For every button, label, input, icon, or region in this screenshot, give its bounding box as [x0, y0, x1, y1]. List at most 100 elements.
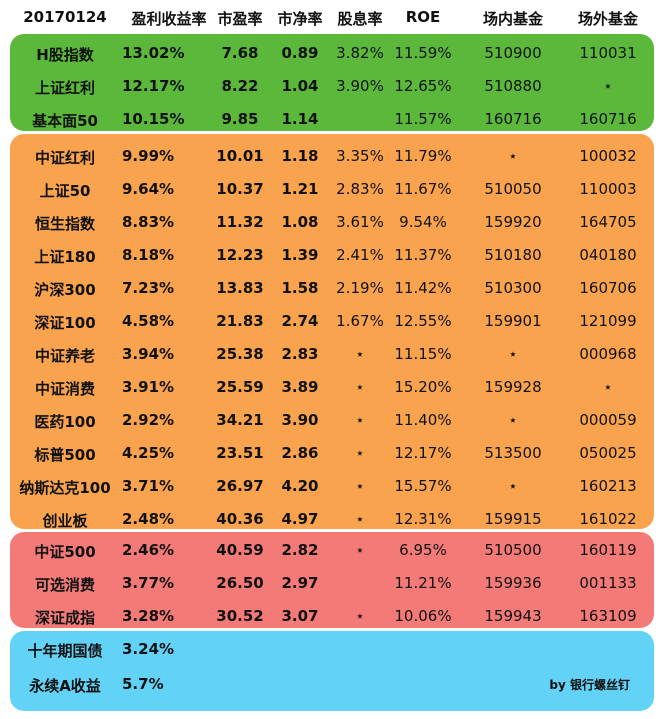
pb-cell: 2.83	[281, 345, 319, 363]
dividend-yield-cell: ⋆	[355, 444, 365, 462]
header-dividend: 股息率	[337, 10, 383, 28]
table-row: 可选消费 3.77% 26.50 2.97 11.21% 159936 001133	[10, 566, 654, 599]
table-row: 深证100 4.58% 21.83 2.74 1.67% 12.55% 159901 1210…	[10, 304, 654, 337]
index-name-cell: 中证500	[34, 543, 96, 561]
onexchange-fund-cell: ⋆	[508, 147, 518, 165]
pe-cell: 13.83	[216, 279, 264, 297]
dividend-yield-cell: 2.83%	[336, 180, 384, 198]
table-row: 创业板 2.48% 40.36 4.97 ⋆ 12.31% 159915 161022	[10, 502, 654, 535]
pb-cell: 4.20	[281, 477, 319, 495]
onexchange-fund-cell: ⋆	[508, 411, 518, 429]
earnings-yield-cell: 9.64%	[122, 180, 175, 198]
dividend-yield-cell: ⋆	[355, 607, 365, 625]
onexchange-fund-cell: 159928	[484, 378, 542, 396]
earnings-yield-cell: 8.18%	[122, 246, 175, 264]
pe-cell: 26.50	[216, 574, 264, 592]
header-pb: 市净率	[277, 10, 323, 28]
dividend-yield-cell: ⋆	[355, 541, 365, 559]
index-name-cell: 上证50	[39, 182, 91, 200]
offexchange-fund-cell: 110003	[579, 180, 637, 198]
index-name-cell: 深证成指	[34, 609, 95, 627]
earnings-yield-cell: 3.91%	[122, 378, 175, 396]
table-row: 恒生指数 8.83% 11.32 1.08 3.61% 9.54% 159920 164705	[10, 205, 654, 238]
earnings-yield-cell: 7.23%	[122, 279, 175, 297]
table-row: 中证500 2.46% 40.59 2.82 ⋆ 6.95% 510500 160119	[10, 533, 654, 566]
index-name-cell: 创业板	[42, 512, 88, 530]
index-name-cell: 沪深300	[34, 281, 96, 299]
onexchange-fund-cell: 159920	[484, 213, 542, 231]
earnings-yield-cell: 8.83%	[122, 213, 175, 231]
offexchange-fund-cell: 160716	[579, 110, 637, 128]
offexchange-fund-cell: 163109	[579, 607, 637, 625]
index-name-cell: H股指数	[36, 46, 94, 64]
pb-cell: 1.04	[281, 77, 319, 95]
pe-cell: 12.23	[216, 246, 264, 264]
dividend-yield-cell: ⋆	[355, 510, 365, 528]
table-row: 永续A收益 5.7%	[10, 667, 654, 700]
pb-cell: 2.86	[281, 444, 319, 462]
onexchange-fund-cell: ⋆	[508, 477, 518, 495]
dividend-yield-cell: 2.19%	[336, 279, 384, 297]
index-name-cell: 医药100	[34, 413, 96, 431]
index-name-cell: 标普500	[34, 446, 96, 464]
pb-cell: 2.97	[281, 574, 319, 592]
earnings-yield-cell: 13.02%	[122, 44, 185, 62]
pe-cell: 25.59	[216, 378, 264, 396]
pe-cell: 7.68	[221, 44, 259, 62]
pb-cell: 0.89	[281, 44, 319, 62]
offexchange-fund-cell: 110031	[579, 44, 637, 62]
roe-cell: 10.06%	[394, 607, 452, 625]
index-name-cell: 纳斯达克100	[19, 479, 111, 497]
roe-cell: 11.59%	[394, 44, 452, 62]
roe-cell: 9.54%	[399, 213, 447, 231]
earnings-yield-cell: 9.99%	[122, 147, 175, 165]
earnings-yield-cell: 4.58%	[122, 312, 175, 330]
table-row: 上证红利 12.17% 8.22 1.04 3.90% 12.65% 510880 ⋆	[10, 69, 654, 102]
offexchange-fund-cell: 001133	[579, 574, 637, 592]
pb-cell: 2.74	[281, 312, 319, 330]
offexchange-fund-cell: 050025	[579, 444, 637, 462]
offexchange-fund-cell: ⋆	[603, 77, 613, 95]
table-row: H股指数 13.02% 7.68 0.89 3.82% 11.59% 510900 11003…	[10, 36, 654, 69]
table-row: 标普500 4.25% 23.51 2.86 ⋆ 12.17% 513500 050025	[10, 436, 654, 469]
roe-cell: 15.20%	[394, 378, 452, 396]
blue-group: 十年期国债 3.24% 永续A收益 5.7%	[10, 631, 654, 711]
red-group: 中证500 2.46% 40.59 2.82 ⋆ 6.95% 510500 160119 可选消…	[10, 532, 654, 628]
table-row: 中证红利 9.99% 10.01 1.18 3.35% 11.79% ⋆ 100032	[10, 139, 654, 172]
index-name-cell: 上证红利	[34, 79, 95, 97]
pe-cell: 8.22	[221, 77, 259, 95]
pb-cell: 3.90	[281, 411, 319, 429]
pe-cell: 25.38	[216, 345, 264, 363]
table-row: 中证消费 3.91% 25.59 3.89 ⋆ 15.20% 159928 ⋆	[10, 370, 654, 403]
roe-cell: 12.65%	[394, 77, 452, 95]
roe-cell: 15.57%	[394, 477, 452, 495]
earnings-yield-cell: 5.7%	[122, 675, 164, 693]
pe-cell: 34.21	[216, 411, 264, 429]
pe-cell: 10.01	[216, 147, 264, 165]
dividend-yield-cell: 1.67%	[336, 312, 384, 330]
offexchange-fund-cell: 164705	[579, 213, 637, 231]
pe-cell: 26.97	[216, 477, 264, 495]
dividend-yield-cell: 3.35%	[336, 147, 384, 165]
onexchange-fund-cell: 159936	[484, 574, 542, 592]
index-name-cell: 永续A收益	[29, 677, 101, 695]
pb-cell: 4.97	[281, 510, 319, 528]
dividend-yield-cell: ⋆	[355, 378, 365, 396]
dividend-yield-cell: 3.82%	[336, 44, 384, 62]
pb-cell: 1.21	[281, 180, 319, 198]
index-name-cell: 中证养老	[34, 347, 95, 365]
pb-cell: 3.89	[281, 378, 319, 396]
roe-cell: 11.15%	[394, 345, 452, 363]
credit-text: by 银行螺丝钉	[549, 678, 630, 692]
offexchange-fund-cell: 000059	[579, 411, 637, 429]
header-date: 20170124	[23, 8, 107, 26]
onexchange-fund-cell: 513500	[484, 444, 542, 462]
onexchange-fund-cell: 160716	[484, 110, 542, 128]
onexchange-fund-cell: 510050	[484, 180, 542, 198]
onexchange-fund-cell: 510900	[484, 44, 542, 62]
pb-cell: 1.58	[281, 279, 319, 297]
offexchange-fund-cell: ⋆	[603, 378, 613, 396]
header-onexchange-fund: 场内基金	[482, 10, 543, 28]
pe-cell: 9.85	[221, 110, 259, 128]
index-name-cell: 基本面50	[32, 112, 98, 130]
